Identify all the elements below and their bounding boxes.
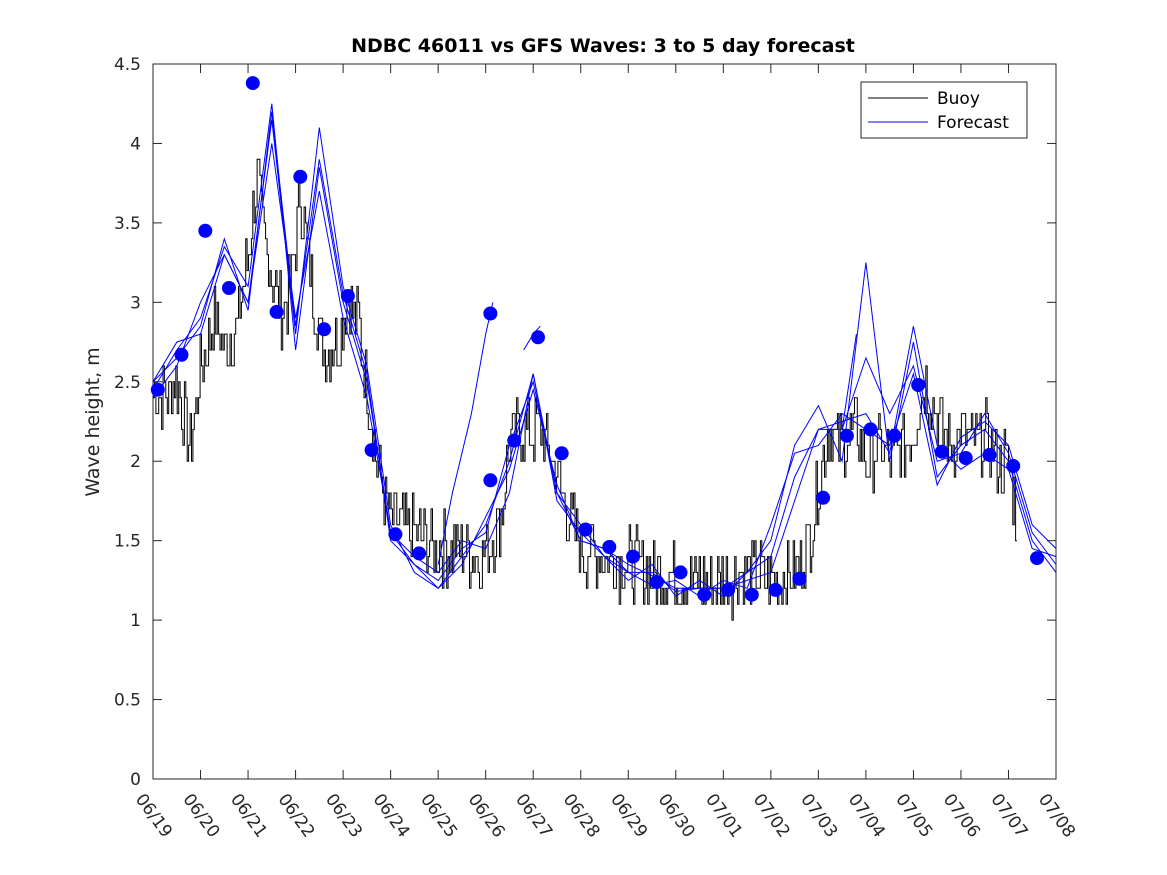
forecast-marker-18 (578, 522, 593, 537)
forecast-marker-28 (816, 490, 831, 505)
forecast-marker-6 (269, 304, 284, 319)
forecast-marker-3 (198, 223, 213, 238)
forecast-marker-33 (934, 444, 949, 459)
forecast-marker-24 (721, 582, 736, 597)
forecast-marker-32 (911, 378, 926, 392)
forecast-series-line-7 (841, 334, 857, 430)
forecast-marker-36 (1006, 459, 1021, 473)
forecast-series-line-4 (152, 143, 1057, 597)
axes-box (152, 63, 1057, 780)
forecast-marker-8 (317, 322, 332, 337)
y-tick-label: 1 (130, 611, 141, 631)
forecast-marker-26 (768, 582, 783, 597)
legend-forecast-label: Forecast (937, 113, 1009, 133)
forecast-series-line-5 (437, 302, 494, 565)
forecast-marker-9 (340, 289, 355, 303)
forecast-marker-20 (626, 549, 640, 564)
y-tick-label: 0 (130, 770, 141, 790)
forecast-marker-12 (412, 546, 427, 561)
forecast-marker-21 (649, 575, 664, 589)
y-tick-label: 4 (130, 134, 141, 154)
y-tick-label: 4.5 (114, 55, 141, 75)
y-tick-label: 1.5 (114, 532, 141, 552)
forecast-marker-10 (364, 443, 379, 458)
forecast-marker-30 (863, 422, 878, 437)
forecast-marker-29 (839, 428, 854, 443)
forecast-marker-2 (174, 347, 189, 362)
forecast-marker-13 (483, 306, 498, 321)
forecast-marker-35 (982, 447, 997, 462)
chart-title: NDBC 46011 vs GFS Waves: 3 to 5 day fore… (351, 35, 855, 57)
forecast-marker-25 (744, 587, 759, 602)
legend: Buoy Forecast (860, 81, 1028, 139)
buoy-series-line (153, 158, 1017, 621)
forecast-marker-27 (792, 571, 807, 586)
y-axis-label: Wave height, m (82, 347, 104, 496)
forecast-marker-15 (507, 433, 522, 448)
y-tick-label: 3 (130, 293, 141, 313)
forecast-marker-4 (222, 281, 236, 295)
forecast-marker-22 (673, 565, 688, 580)
y-tick-label: 2 (130, 452, 141, 472)
legend-box (860, 81, 1028, 139)
forecast-marker-17 (554, 446, 569, 461)
y-tick-label: 3.5 (114, 214, 141, 234)
forecast-marker-1 (150, 382, 165, 397)
forecast-marker-11 (388, 527, 403, 542)
forecast-marker-23 (697, 587, 712, 602)
y-tick-label: 0.5 (114, 691, 141, 711)
forecast-marker-34 (958, 451, 973, 465)
forecast-marker-5 (245, 76, 260, 91)
legend-buoy-label: Buoy (937, 89, 980, 109)
forecast-marker-31 (887, 428, 902, 443)
forecast-marker-14 (483, 473, 498, 488)
forecast-marker-7 (293, 169, 308, 184)
forecast-marker-19 (602, 540, 617, 554)
y-tick-label: 2.5 (114, 373, 141, 393)
forecast-marker-16 (531, 330, 545, 345)
plot-area: 00.511.522.533.544.506/19 06/20 06/21 06/22… (114, 55, 1079, 842)
forecast-marker-37 (1030, 551, 1044, 566)
